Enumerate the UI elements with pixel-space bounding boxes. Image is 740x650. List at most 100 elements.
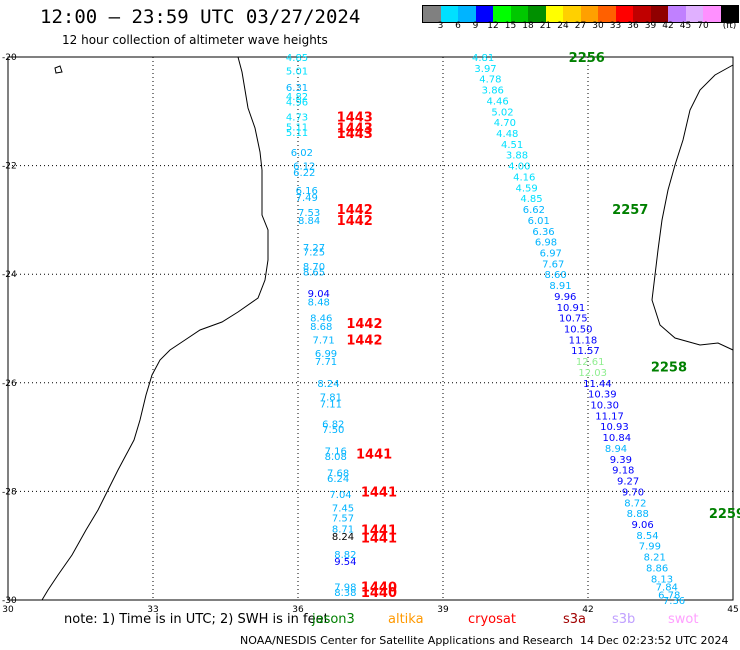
swh-value: 4.78 (479, 75, 501, 86)
color-scale-label: 3 (437, 21, 444, 31)
lat-tick-label: -22 (2, 162, 17, 172)
swh-value: 4.00 (508, 162, 530, 173)
swh-value: 7.57 (332, 513, 354, 524)
swh-labels: 4.855.016.314.824.964.735.115.116.026.12… (286, 53, 685, 607)
swh-value: 4.70 (494, 118, 516, 129)
color-swatch (650, 6, 668, 22)
swh-value: 7.11 (320, 399, 342, 410)
swh-value: 7.36 (663, 596, 685, 607)
color-scale-label: 39 (644, 21, 657, 31)
swh-value: 4.59 (516, 183, 538, 194)
pass-time-label: 2256 (569, 51, 605, 66)
swh-value: 12.61 (576, 357, 605, 368)
swh-value: 8.38 (334, 588, 356, 599)
swh-value: 10.39 (588, 390, 617, 401)
pass-time-label: 1442 (346, 317, 382, 332)
color-swatch (528, 6, 546, 22)
page-title: 12:00 – 23:59 UTC 03/27/2024 (40, 6, 361, 28)
swh-value: 12.03 (578, 368, 607, 379)
page-subtitle: 12 hour collection of altimeter wave hei… (62, 33, 328, 47)
swh-value: 6.22 (293, 168, 315, 179)
color-scale-label: 36 (627, 21, 639, 31)
color-swatch (685, 6, 703, 22)
swh-value: 8.21 (644, 553, 666, 564)
pass-time-label: 1441 (356, 447, 392, 462)
swh-value: 4.96 (286, 98, 308, 109)
pass-time-label: 1442 (337, 203, 373, 218)
swh-value: 8.60 (545, 270, 567, 281)
swh-value: 7.81 (320, 392, 342, 403)
satellite-cryosat: cryosat (468, 612, 516, 627)
color-swatch (703, 6, 721, 22)
lat-tick-label: -28 (2, 487, 17, 497)
color-scale-label: 30 (592, 21, 604, 31)
footer-note: note: 1) Time is in UTC; 2) SWH is in fe… (64, 612, 329, 627)
swh-value: 6.12 (293, 162, 315, 173)
color-swatch (493, 6, 511, 22)
pass-time-label: 1443 (337, 127, 373, 142)
swh-value: 8.65 (303, 267, 325, 278)
swh-value: 8.13 (651, 574, 673, 585)
swh-value: 4.51 (501, 140, 523, 151)
swh-value: 7.49 (296, 193, 318, 204)
credit-line: NOAA/NESDIS Center for Satellite Applica… (240, 634, 574, 647)
swh-value: 7.67 (542, 259, 564, 270)
track-time-labels: 2256225722582259144314431443144214421442… (337, 51, 740, 601)
swh-value: 6.24 (327, 474, 349, 485)
swh-value: 9.54 (334, 557, 356, 568)
pass-time-label: 1441 (361, 485, 397, 500)
generated-timestamp: 14 Dec 02:23:52 UTC 2024 (580, 634, 729, 647)
lon-tick-label: 42 (582, 605, 593, 615)
swh-value: 10.30 (590, 401, 619, 412)
color-scale-label: 24 (557, 21, 569, 31)
swh-value: 4.85 (286, 53, 308, 64)
swh-value: 7.45 (332, 504, 354, 515)
swh-value: 6.01 (528, 216, 550, 227)
pass-time-label: 2259 (709, 507, 740, 522)
swh-value: 7.98 (334, 582, 356, 593)
swh-value: 11.17 (595, 411, 624, 422)
swh-value: 8.91 (549, 281, 571, 292)
pass-time-label: 1442 (346, 333, 382, 348)
swh-value: 8.08 (325, 452, 347, 463)
swh-value: 7.25 (303, 247, 325, 258)
swh-value: 7.53 (298, 208, 320, 219)
lon-tick-label: 33 (147, 605, 158, 615)
swh-value: 11.18 (569, 335, 598, 346)
swh-value: 9.39 (610, 455, 632, 466)
lat-tick-label: -30 (2, 596, 17, 606)
satellite-jason3: jason3 (312, 612, 355, 627)
swh-value: 7.68 (327, 468, 349, 479)
swh-value: 7.27 (303, 243, 325, 254)
color-scale-bar (422, 5, 739, 23)
swh-value: 10.84 (603, 433, 632, 444)
swh-value: 6.98 (535, 238, 557, 249)
color-swatch (510, 6, 528, 22)
lon-tick-label: 39 (437, 605, 449, 615)
swh-value: 8.54 (636, 531, 658, 542)
swh-value: 9.96 (554, 292, 576, 303)
lat-tick-label: -26 (2, 379, 17, 389)
color-swatch (458, 6, 476, 22)
color-swatch (440, 6, 458, 22)
pass-time-label: 1440 (361, 580, 397, 595)
color-scale-label: 33 (609, 21, 622, 31)
swh-value: 9.04 (308, 289, 330, 300)
color-scale-label: 42 (662, 21, 674, 31)
swh-value: 8.84 (298, 216, 320, 227)
swh-value: 10.91 (557, 303, 586, 314)
pass-time-label: 1442 (337, 214, 373, 229)
color-swatch (633, 6, 651, 22)
swh-value: 6.97 (540, 248, 562, 259)
color-scale-label: 18 (522, 21, 534, 31)
swh-value: 9.18 (612, 466, 634, 477)
color-swatch (475, 6, 493, 22)
swh-value: 4.46 (487, 96, 509, 107)
pass-time-label: 1443 (337, 122, 373, 137)
color-scale-unit: (ft) (722, 21, 737, 31)
swh-value: 10.50 (564, 325, 593, 336)
pass-time-label: 2257 (612, 203, 648, 218)
swh-value: 3.86 (482, 86, 504, 97)
color-swatch (668, 6, 686, 22)
